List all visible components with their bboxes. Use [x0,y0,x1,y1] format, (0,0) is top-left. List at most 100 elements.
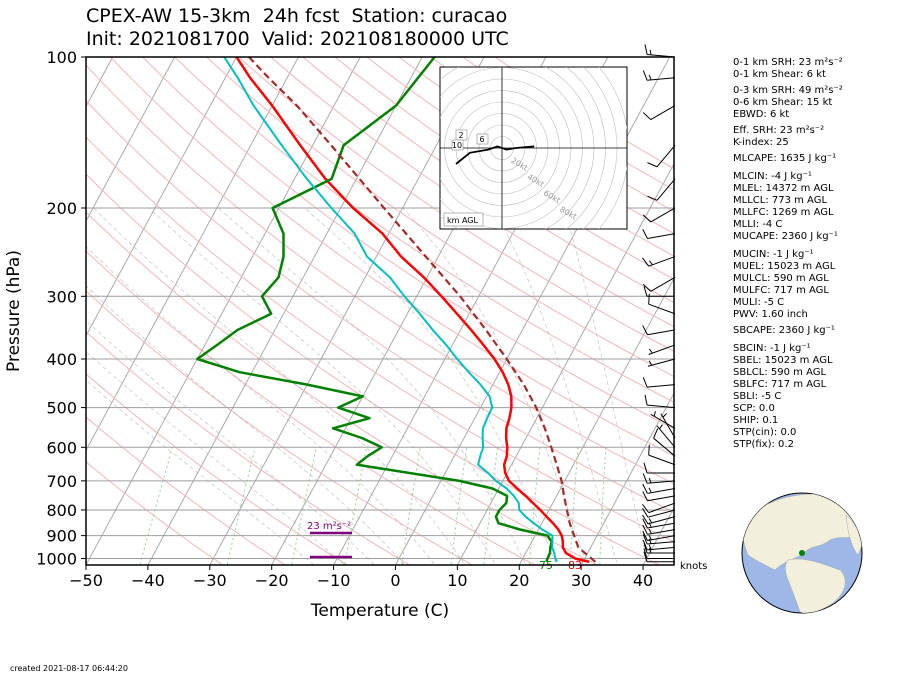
wind-barb-half [648,74,652,81]
isotherm-line [580,392,674,565]
wind-barb-flag [643,462,648,474]
axes: −50 −40 −30 −20 −10 0 10 20 30 40 100 200 300 400 500 6… [4,48,707,621]
isotherm-line [209,57,485,565]
wind-barb-half [648,360,653,366]
wind-units-label: knots [680,561,707,572]
wind-barb [642,207,676,223]
isotherm-line [518,277,674,565]
wind-barb-staff [650,207,676,223]
wind-barb-staff [647,528,676,535]
globe-land [742,493,862,613]
wind-barb [644,44,676,58]
wind-barb [642,502,676,514]
wind-barb [642,483,676,494]
x-tick-label: 40 [633,571,653,590]
srh-bars: 23 m²s⁻²75 83 [307,521,582,572]
wind-barb-staff [656,144,676,168]
dry-adiabat [302,57,674,304]
index-line: MUCIN: -1 J kg⁻¹ [733,249,814,260]
mixing-ratio-line [528,447,541,565]
wind-barb [648,444,676,466]
y-tick-label: 500 [46,399,77,418]
mixing-ratio-line [401,447,421,565]
y-tick-label: 800 [46,501,77,520]
hodograph-legend: km AGL [447,216,479,225]
moist-adiabat [93,207,466,565]
wind-barb-half [648,534,652,541]
mixing-ratio-line [344,447,367,565]
hodograph-height-box [476,133,489,145]
wind-barb [650,411,676,429]
index-line: MULCL: 590 m AGL [733,273,829,284]
wind-barb-half [649,49,652,56]
wind-barb [642,524,676,535]
wind-barb [647,144,676,168]
dry-adiabat [270,57,674,328]
dry-adiabat [206,57,674,378]
wind-barb [642,514,676,525]
isotherm-line [86,57,176,223]
mixing-ratio-line [226,447,256,565]
wind-barb-flag [642,70,648,81]
wind-barb-staff [647,495,676,502]
wind-barb [648,293,676,315]
x-tick-label: −30 [193,571,227,590]
wind-barb-staff [647,384,676,388]
index-line: PWV: 1.60 inch [733,309,808,320]
wind-barb-staff [647,404,676,409]
wind-barb [642,325,676,336]
wind-barb-flag [642,503,650,513]
wind-barb-flag [642,491,648,501]
moist-adiabat [218,207,527,565]
moist-adiabat [86,351,345,565]
wind-barb-flag [642,539,648,551]
index-line: 0-1 km Shear: 6 kt [733,69,826,80]
x-tick-label: 0 [390,571,400,590]
dry-adiabat [174,57,674,403]
wind-barb [643,462,675,474]
wind-barb [647,358,676,367]
wind-barb [653,428,676,457]
mixing-ratio-line [483,447,499,565]
wind-barb-staff [647,509,676,518]
wind-barb-staff [660,413,676,439]
index-line: SBEL: 15023 m AGL [733,355,833,366]
x-tick-label: 10 [447,571,467,590]
wind-barb-half [648,528,652,534]
wind-barb [642,228,676,239]
dry-adiabat [86,100,674,514]
isotherm-line [86,57,361,565]
y-tick-label: 1000 [36,550,77,569]
wind-barb [660,413,676,439]
index-line: SBCAPE: 2360 J kg⁻¹ [733,325,835,336]
x-tick-label: −20 [255,571,289,590]
y-tick-label: 200 [46,199,77,218]
wetbulb-trace [223,57,558,563]
srh-label: 23 m²s⁻² [307,521,351,532]
index-line: EBWD: 6 kt [733,109,790,120]
dry-adiabat [334,57,674,280]
wind-barb-half [659,424,663,430]
greenland-africa-edge [845,514,862,556]
index-line: SBLFC: 717 m AGL [733,379,827,390]
index-line: MLLFC: 1269 m AGL [733,207,834,218]
index-line: MULFC: 717 m AGL [733,285,829,296]
location-globe [741,492,863,614]
wind-barb-flag [643,286,648,297]
wind-barb-staff [650,413,676,429]
moist-adiabat [563,207,649,565]
wind-barb [643,551,675,563]
wind-barb-flag [642,518,648,529]
wind-barb-staff [656,425,676,448]
mixing-ratio-line [569,447,579,565]
wind-barb [642,377,676,388]
wind-barb-half [649,547,652,554]
index-line: 0-3 km SRH: 49 m²s⁻² [733,85,843,96]
wind-barb-flag [644,44,648,55]
mixing-ratio-line [450,447,468,565]
hodograph-trace [455,145,535,165]
wind-barb [642,539,676,551]
wind-barb-half [648,544,652,550]
wind-barb-flag [644,394,648,406]
